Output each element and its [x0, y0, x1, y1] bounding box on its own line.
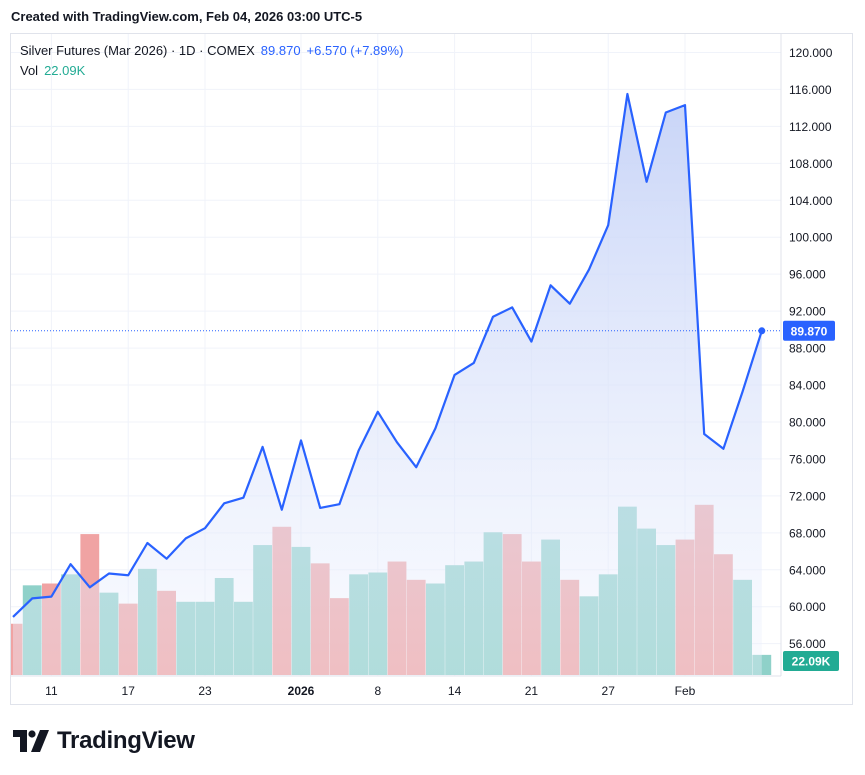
y-tick-label: 88.000 [789, 342, 826, 356]
last-price-label: 89.870 [791, 324, 828, 338]
created-with-caption: Created with TradingView.com, Feb 04, 20… [11, 9, 363, 24]
x-tick-label: Feb [675, 684, 696, 698]
y-tick-label: 108.000 [789, 157, 833, 171]
chart-legend: Silver Futures (Mar 2026) · 1D · COMEX 89… [20, 41, 403, 81]
legend-vol-value: 22.09K [44, 63, 86, 78]
x-tick-label: 27 [602, 684, 616, 698]
y-tick-label: 120.000 [789, 46, 833, 60]
y-tick-label: 92.000 [789, 305, 826, 319]
y-tick-label: 84.000 [789, 379, 826, 393]
y-tick-label: 56.000 [789, 637, 826, 651]
legend-symbol[interactable]: Silver Futures (Mar 2026) · 1D · COMEX [20, 43, 255, 58]
tradingview-logo-icon [13, 730, 49, 752]
legend-volume-row: Vol 22.09K [20, 61, 403, 81]
y-tick-label: 68.000 [789, 526, 826, 540]
y-tick-label: 76.000 [789, 452, 826, 466]
x-tick-label: 11 [45, 684, 58, 698]
y-tick-label: 72.000 [789, 489, 826, 503]
y-tick-label: 100.000 [789, 231, 833, 245]
y-tick-label: 64.000 [789, 563, 826, 577]
last-volume-label-bg [783, 651, 839, 671]
legend-price: 89.870 [260, 43, 301, 58]
tradingview-wordmark: TradingView [57, 727, 195, 754]
legend-change: +6.570 (+7.89%) [306, 43, 404, 58]
axis-layer: 56.000 60.000 64.000 68.000 72.000 76.000 80.0… [11, 34, 839, 698]
price-line [12, 92, 763, 618]
last-price-label-bg [783, 320, 835, 341]
x-tick-label: 14 [448, 684, 462, 698]
x-tick-label: 8 [374, 684, 381, 698]
last-price-dot [758, 327, 766, 335]
last-volume-label: 22.09K [792, 655, 831, 669]
y-tick-label: 116.000 [789, 83, 832, 97]
y-tick-label: 80.000 [789, 415, 826, 429]
x-tick-label: 21 [525, 684, 539, 698]
area-layer [12, 92, 763, 676]
y-tick-label: 60.000 [789, 600, 826, 614]
price-area-fill [13, 94, 762, 676]
y-tick-label: 104.000 [789, 194, 833, 208]
legend-symbol-row: Silver Futures (Mar 2026) · 1D · COMEX 89… [20, 41, 403, 61]
x-tick-label: 17 [122, 684, 136, 698]
legend-vol-label[interactable]: Vol [20, 63, 39, 78]
y-tick-label: 112.000 [789, 120, 832, 134]
tradingview-brand[interactable]: TradingView [13, 727, 195, 755]
x-tick-label: 2026 [288, 684, 315, 698]
chart-frame[interactable] [10, 33, 853, 705]
x-tick-label: 23 [198, 684, 212, 698]
y-tick-label: 96.000 [789, 268, 826, 282]
